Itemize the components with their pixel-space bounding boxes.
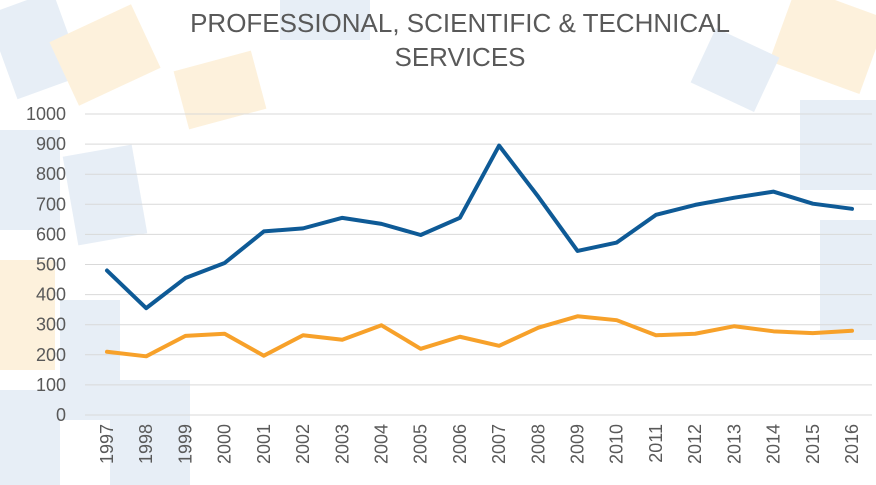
y-tick-label: 400 <box>36 285 66 305</box>
x-tick-label: 2007 <box>489 424 509 464</box>
series-line <box>105 314 854 359</box>
y-tick-label: 100 <box>36 375 66 395</box>
x-tick-label: 2011 <box>646 424 666 463</box>
x-tick-label: 2003 <box>332 424 352 464</box>
x-tick-label: 2012 <box>685 424 705 464</box>
chart-title: PROFESSIONAL, SCIENTIFIC & TECHNICAL SER… <box>190 8 730 72</box>
y-tick-label: 0 <box>56 405 66 425</box>
x-tick-label: 2014 <box>764 424 784 464</box>
x-tick-label: 2010 <box>607 424 627 464</box>
y-tick-label: 500 <box>36 255 66 275</box>
y-tick-label: 300 <box>36 315 66 335</box>
x-tick-label: 2015 <box>803 424 823 464</box>
y-tick-label: 1000 <box>26 104 66 124</box>
y-tick-label: 600 <box>36 224 66 244</box>
x-tick-label: 2009 <box>568 424 588 464</box>
y-tick-label: 700 <box>36 194 66 214</box>
x-tick-label: 2013 <box>724 424 744 464</box>
x-tick-label: 2016 <box>842 424 862 464</box>
x-tick-label: 2008 <box>528 424 548 464</box>
series-line <box>105 143 854 311</box>
x-tick-label: 2004 <box>371 424 391 464</box>
x-tick-label: 1997 <box>97 424 117 464</box>
y-tick-label: 900 <box>36 134 66 154</box>
x-tick-label: 2000 <box>215 424 235 464</box>
x-tick-label: 1998 <box>136 424 156 464</box>
x-tick-label: 1999 <box>175 424 195 464</box>
y-tick-label: 200 <box>36 345 66 365</box>
x-tick-label: 2005 <box>411 424 431 464</box>
x-tick-label: 2001 <box>254 424 274 464</box>
x-tick-label: 2002 <box>293 424 313 464</box>
x-tick-label: 2006 <box>450 424 470 464</box>
plot-area: 0 100 200 300 400 500 600 700 800 900 1000 1997 1998… <box>26 104 872 464</box>
y-tick-label: 800 <box>36 164 66 184</box>
